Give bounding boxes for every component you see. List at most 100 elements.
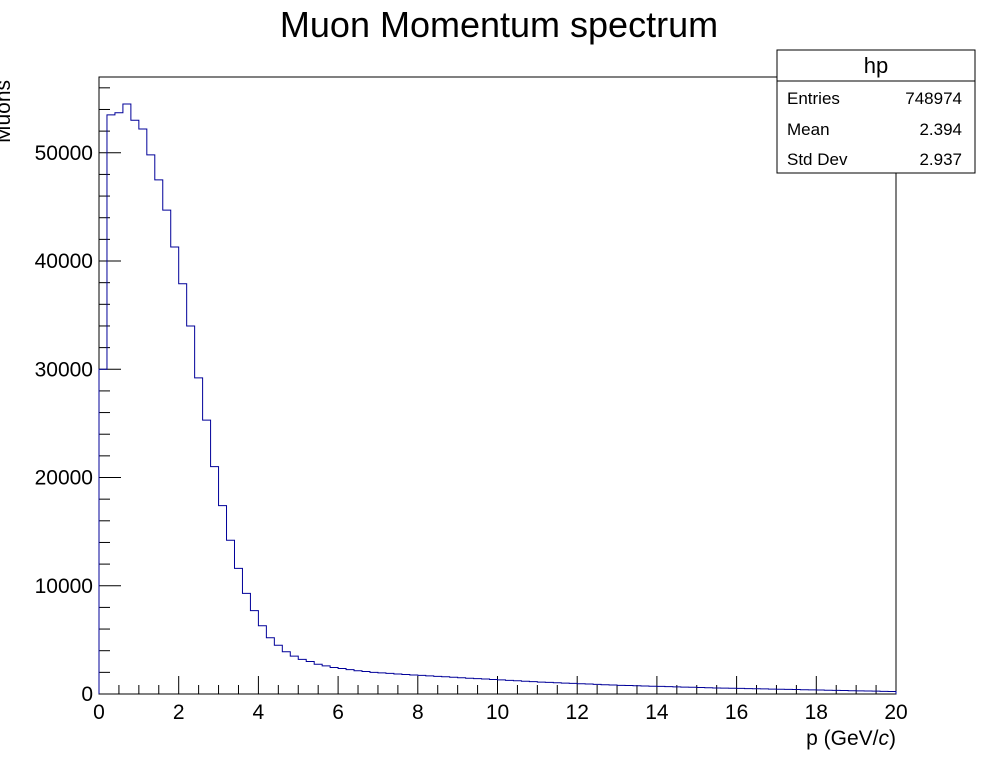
histogram-bin: [737, 688, 745, 694]
histogram-bin: [529, 682, 537, 694]
stats-stddev-label: Std Dev: [787, 150, 848, 169]
histogram-bin: [147, 155, 155, 694]
histogram-bin: [482, 679, 490, 694]
y-tick-label: 20000: [35, 467, 93, 490]
histogram-bin: [227, 540, 235, 694]
histogram-bin: [808, 690, 816, 694]
histogram-bin: [234, 568, 242, 694]
histogram-bin: [665, 687, 673, 694]
x-tick-label: 16: [725, 701, 748, 724]
histogram-bin: [211, 467, 219, 694]
histogram-bin: [171, 247, 179, 694]
histogram-bin: [816, 690, 824, 694]
histogram-bin: [370, 672, 378, 694]
histogram-bin: [187, 326, 195, 694]
histogram-bin: [768, 689, 776, 694]
histogram-bin: [561, 683, 569, 694]
histogram-bin: [458, 678, 466, 694]
y-tick-label: 0: [81, 683, 93, 706]
histogram-bin: [840, 691, 848, 694]
x-tick-label: 8: [412, 701, 424, 724]
y-tick-label: 30000: [35, 358, 93, 381]
x-tick-label: 12: [566, 701, 589, 724]
histogram-bin: [330, 667, 338, 694]
histogram-bin: [577, 684, 585, 694]
histogram-bin: [163, 210, 171, 694]
histogram-bin: [689, 687, 697, 694]
histogram-bin: [745, 689, 753, 694]
histogram-outline: [98, 103, 897, 694]
histogram-bin: [266, 638, 274, 694]
histogram-bin: [338, 669, 346, 694]
histogram-bin: [386, 673, 394, 694]
histogram-bin: [410, 675, 418, 694]
histogram-bin: [537, 682, 545, 694]
histogram-bin: [657, 686, 665, 694]
plot-frame: [98, 76, 897, 695]
stats-entries-label: Entries: [787, 89, 840, 108]
histogram-bin: [115, 113, 123, 694]
histogram-bin: [466, 678, 474, 694]
histogram-bin: [609, 685, 617, 694]
histogram-bin: [601, 685, 609, 694]
histogram-bin: [155, 180, 163, 694]
histogram-bin: [625, 686, 633, 694]
x-tick-label: 0: [93, 701, 105, 724]
y-tick-label: 10000: [35, 575, 93, 598]
x-tick-label: 20: [884, 701, 907, 724]
x-tick-label: 10: [486, 701, 509, 724]
y-tick-label: 40000: [35, 250, 93, 273]
histogram-bin: [697, 688, 705, 694]
histogram-bin: [123, 104, 131, 694]
stats-box-frame: [776, 49, 976, 174]
stats-box-title: hp: [864, 53, 888, 78]
histogram-bin: [362, 671, 370, 694]
x-axis-label-prefix: p (GeV/: [806, 727, 879, 750]
stats-mean-value: 2.394: [919, 120, 962, 139]
histogram-bin: [617, 685, 625, 694]
histogram-bin: [258, 626, 266, 694]
histogram-bin: [426, 676, 434, 694]
histogram-bin: [729, 688, 737, 694]
x-axis-label: p (GeV/c): [806, 727, 896, 750]
histogram-bin: [131, 120, 139, 694]
histogram-bin: [322, 666, 330, 694]
y-axis-label: Muons: [0, 80, 15, 143]
x-tick-label: 18: [805, 701, 828, 724]
histogram-bin: [298, 659, 306, 694]
histogram-bin: [378, 673, 386, 694]
histogram-bin: [402, 675, 410, 694]
histogram-bin: [290, 656, 298, 694]
x-tick-label: 6: [332, 701, 344, 724]
histogram-bin: [195, 378, 203, 694]
histogram-bin: [545, 682, 553, 694]
histogram-bin: [705, 688, 713, 694]
chart-title: Muon Momentum spectrum: [280, 4, 718, 45]
y-axis: 0 10000 20000 30000 40000 50000: [35, 87, 121, 706]
x-axis: 0 2 4 6 8 10 12 14 16 18 20: [93, 676, 908, 724]
histogram-bin: [569, 683, 577, 694]
histogram-bin: [242, 593, 250, 694]
stats-entries-value: 748974: [905, 89, 962, 108]
histogram-bin: [776, 689, 784, 694]
histogram-bin: [824, 690, 832, 694]
histogram-bin: [721, 688, 729, 694]
histogram-bin: [282, 652, 290, 694]
histogram-bin: [139, 129, 147, 694]
x-tick-label: 2: [173, 701, 185, 724]
stats-stddev-value: 2.937: [919, 150, 962, 169]
histogram-bin: [641, 686, 649, 694]
histogram-bin: [761, 689, 769, 694]
histogram-bin: [490, 679, 498, 694]
histogram-bin: [179, 284, 187, 694]
histogram-bin: [99, 369, 107, 694]
stats-mean-label: Mean: [787, 120, 830, 139]
histogram-bin: [250, 611, 258, 694]
histogram-bin: [521, 681, 529, 694]
histogram-bin: [306, 662, 314, 694]
x-axis-label-italic: c: [879, 727, 890, 750]
histogram-bin: [498, 680, 506, 694]
histogram-bin: [649, 686, 657, 694]
histogram-bin: [219, 506, 227, 694]
